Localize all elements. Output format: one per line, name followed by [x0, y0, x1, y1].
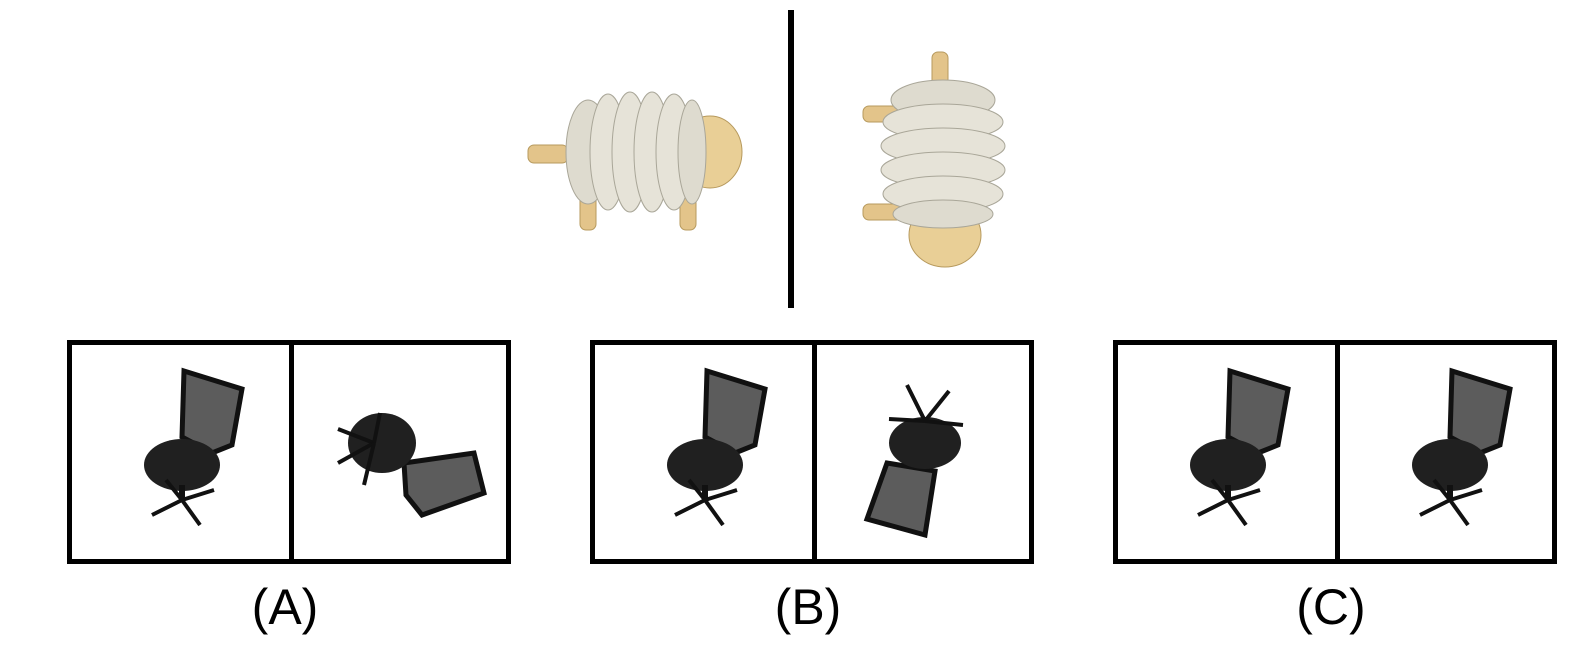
office-chair-icon: [863, 384, 964, 539]
option-b-panel[interactable]: [590, 340, 1034, 564]
reference-object-view-2: [855, 50, 1025, 272]
office-chair-icon: [337, 412, 487, 518]
office-chair-icon: [1190, 367, 1291, 527]
office-chair-icon: [667, 367, 768, 527]
option-a-label: (A): [251, 579, 319, 635]
option-a-right-view: [294, 345, 511, 559]
option-a-panel[interactable]: [67, 340, 511, 564]
office-chair-icon: [1412, 367, 1513, 527]
divider-line: [788, 10, 794, 308]
option-b-left-view: [595, 345, 812, 559]
option-a-left-view: [72, 345, 289, 559]
option-c-panel[interactable]: [1113, 340, 1557, 564]
option-b-label: (B): [774, 579, 842, 635]
option-c-divider: [1335, 345, 1340, 559]
option-a-divider: [289, 345, 294, 559]
option-c-label: (C): [1296, 579, 1366, 635]
office-chair-icon: [144, 367, 245, 527]
option-c-left-view: [1118, 345, 1335, 559]
option-b-divider: [812, 345, 817, 559]
reference-object-view-1: [520, 80, 750, 240]
option-b-right-view: [817, 345, 1034, 559]
option-c-right-view: [1340, 345, 1557, 559]
